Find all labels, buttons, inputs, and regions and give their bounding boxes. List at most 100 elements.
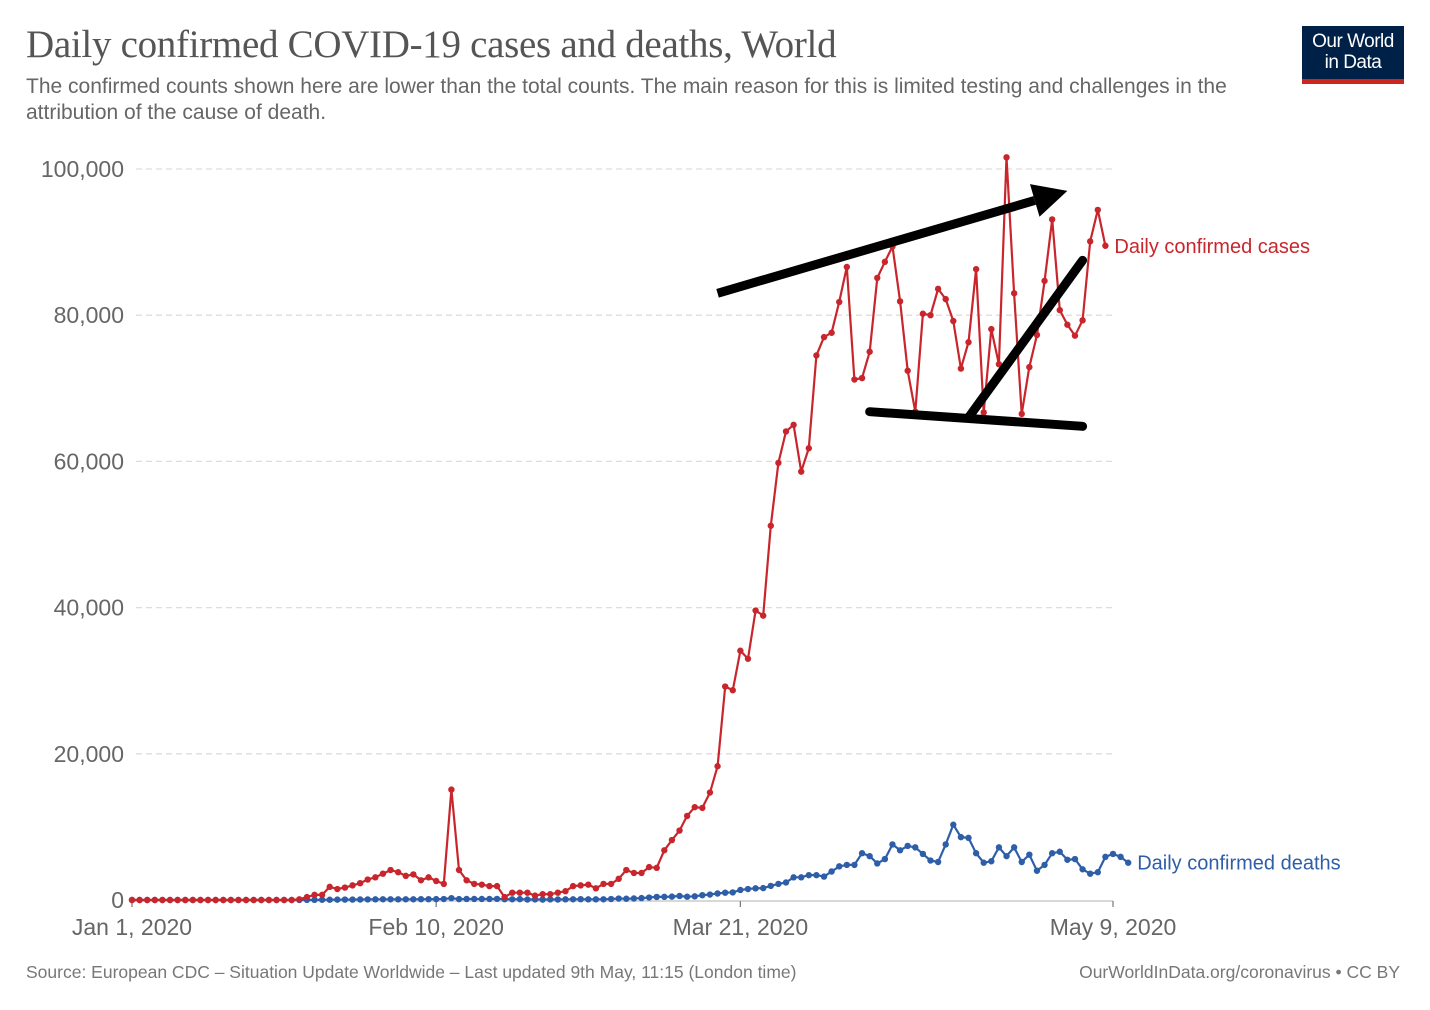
deaths-point (714, 890, 721, 897)
cases-point (1094, 206, 1101, 214)
owid-logo[interactable]: Our World in Data (1302, 26, 1404, 84)
cases-point (128, 896, 136, 904)
cases-point (303, 893, 311, 901)
deaths-point (957, 833, 965, 841)
x-tick-label: Mar 21, 2020 (673, 914, 809, 940)
trend-arrow-shaft (716, 196, 1037, 298)
cases-point (858, 374, 866, 382)
cases-point (836, 298, 843, 306)
deaths-point (767, 882, 774, 890)
deaths-point (820, 873, 828, 880)
cases-point (653, 864, 660, 872)
cases-point (927, 312, 934, 319)
credit-link[interactable]: OurWorldInData.org/coronavirus • CC BY (1079, 962, 1400, 982)
cases-point (220, 896, 227, 904)
deaths-point (425, 895, 432, 903)
deaths-point (836, 863, 843, 870)
deaths-point (965, 834, 972, 842)
deaths-point (630, 895, 638, 902)
deaths-point (942, 841, 949, 848)
deaths-point (752, 885, 759, 892)
deaths-point (661, 893, 668, 901)
cases-point (493, 882, 501, 890)
cases-point (402, 872, 409, 880)
deaths-point (782, 879, 790, 886)
cases-point (364, 876, 371, 883)
deaths-point (448, 894, 455, 902)
deaths-point (1071, 855, 1079, 863)
cases-point (988, 325, 995, 333)
deaths-point (858, 850, 866, 857)
deaths-point (1086, 870, 1094, 877)
deaths-point (569, 896, 577, 903)
cases-point (516, 889, 524, 896)
cases-point (615, 875, 622, 883)
cases-point (501, 893, 508, 901)
series-layer (128, 154, 1132, 904)
deaths-point (554, 896, 562, 903)
cases-point (311, 891, 318, 899)
logo-line-1: Our World (1312, 31, 1394, 52)
deaths-point (691, 893, 698, 900)
deaths-point (539, 896, 546, 903)
cases-point (448, 786, 455, 793)
deaths-point (615, 895, 622, 902)
deaths-point (1041, 861, 1048, 869)
cases-line (132, 156, 1107, 902)
y-tick-label: 60,000 (54, 448, 124, 474)
deaths-point (645, 894, 653, 901)
cases-point (410, 871, 417, 878)
cases-point (645, 863, 653, 871)
cases-point (227, 896, 235, 904)
cases-point (471, 880, 478, 888)
deaths-point (326, 896, 333, 903)
deaths-point (493, 895, 501, 903)
x-tick-label: May 9, 2020 (1050, 914, 1177, 940)
cases-point (874, 274, 881, 282)
deaths-legend-label: Daily confirmed deaths (1137, 853, 1340, 875)
cases-point (759, 612, 767, 619)
cases-point (798, 468, 805, 475)
deaths-point (729, 889, 736, 896)
deaths-point (402, 896, 409, 903)
cases-point (676, 827, 683, 834)
deaths-point (912, 844, 919, 851)
deaths-point (881, 855, 889, 863)
cases-point (387, 866, 394, 874)
cases-point (341, 884, 349, 891)
cases-point (805, 445, 813, 452)
deaths-point (509, 896, 516, 903)
deaths-point (455, 895, 463, 903)
trend-arrow-head (1029, 184, 1068, 217)
deaths-point (1003, 852, 1010, 860)
cases-point (1064, 321, 1071, 328)
cases-point (531, 892, 539, 899)
cases-point (691, 803, 698, 811)
cases-point (417, 877, 425, 884)
cases-point (661, 847, 668, 854)
cases-point (1018, 410, 1025, 418)
deaths-line (132, 823, 1129, 902)
deaths-point (440, 895, 447, 903)
deaths-point (1010, 844, 1018, 851)
rising-trend-line (964, 255, 1088, 423)
deaths-point (904, 842, 911, 850)
deaths-point (813, 871, 820, 879)
cases-point (744, 655, 752, 662)
cases-point (136, 896, 143, 904)
cases-point (569, 882, 577, 890)
deaths-point (980, 859, 987, 866)
series-labels: Daily confirmed deaths Daily confirmed ca… (1114, 236, 1340, 875)
deaths-point (486, 895, 493, 903)
cases-point (706, 789, 714, 796)
cases-legend-label: Daily confirmed cases (1114, 236, 1310, 258)
deaths-point (623, 895, 630, 902)
cases-point (904, 367, 911, 374)
deaths-point (1033, 867, 1041, 874)
deaths-point (889, 841, 896, 848)
cases-point (828, 329, 835, 336)
cases-point (334, 885, 341, 893)
deaths-point (410, 896, 417, 903)
cases-point (820, 333, 828, 341)
